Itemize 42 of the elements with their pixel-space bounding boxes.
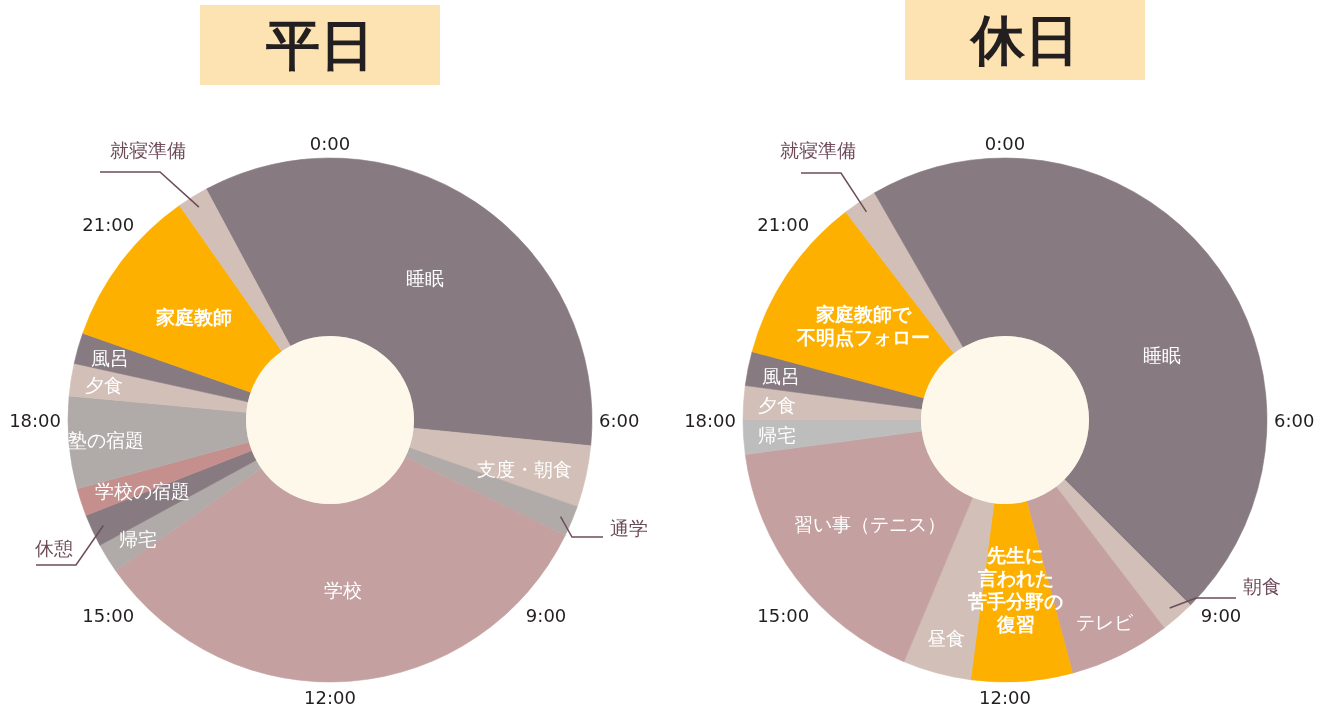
slice-label: テレビ xyxy=(1075,611,1134,634)
slice-label: 昼食 xyxy=(927,626,966,649)
donut-slice xyxy=(408,427,592,507)
chart-title: 休日 xyxy=(969,8,1079,72)
text: 6:00 xyxy=(1274,409,1315,431)
text: 15:00 xyxy=(82,605,135,627)
slice-label: 塾の宿題 xyxy=(67,428,144,451)
slice-label: 睡眠 xyxy=(1143,343,1182,366)
text: 12:00 xyxy=(304,686,356,708)
text: 21:00 xyxy=(82,213,135,235)
text: 0:00 xyxy=(984,132,1026,154)
slice-label: 夕食 xyxy=(84,374,123,397)
chart-title: 平日 xyxy=(265,13,374,77)
text: 18:00 xyxy=(684,409,736,431)
slice-label: 睡眠 xyxy=(405,267,444,290)
donut-slice xyxy=(742,385,923,421)
donut-slice xyxy=(405,447,578,536)
slice-label: 学校 xyxy=(324,578,363,601)
slice-label: 休憩 xyxy=(35,537,73,559)
text: 21:00 xyxy=(757,213,810,235)
text: 18:00 xyxy=(9,409,61,431)
text: 15:00 xyxy=(757,605,810,627)
slice-label: 帰宅 xyxy=(757,423,796,446)
text: 9:00 xyxy=(525,605,567,627)
text: 6:00 xyxy=(599,409,640,431)
slice-label: 風呂 xyxy=(91,347,130,370)
slice-label: 夕食 xyxy=(757,394,796,417)
text: 0:00 xyxy=(309,132,351,154)
slice-label: 就寝準備 xyxy=(110,139,186,161)
slice-label: 就寝準備 xyxy=(780,139,856,161)
slice-label: 通学 xyxy=(610,517,648,539)
slice-label: 朝食 xyxy=(1243,575,1281,597)
slice-label: 学校の宿題 xyxy=(94,479,190,502)
slice-label: 家庭教師 xyxy=(155,306,233,329)
slice-label: 風呂 xyxy=(761,364,800,387)
slice-label: 習い事（テニス） xyxy=(793,512,946,535)
slice-label: 家庭教師で不明点フォロー xyxy=(796,302,931,348)
text: 9:00 xyxy=(1200,605,1242,627)
text: 12:00 xyxy=(979,686,1031,708)
slice-label: 帰宅 xyxy=(119,527,158,550)
slice-label: 支度・朝食 xyxy=(477,457,573,480)
donut-slice xyxy=(82,205,283,393)
